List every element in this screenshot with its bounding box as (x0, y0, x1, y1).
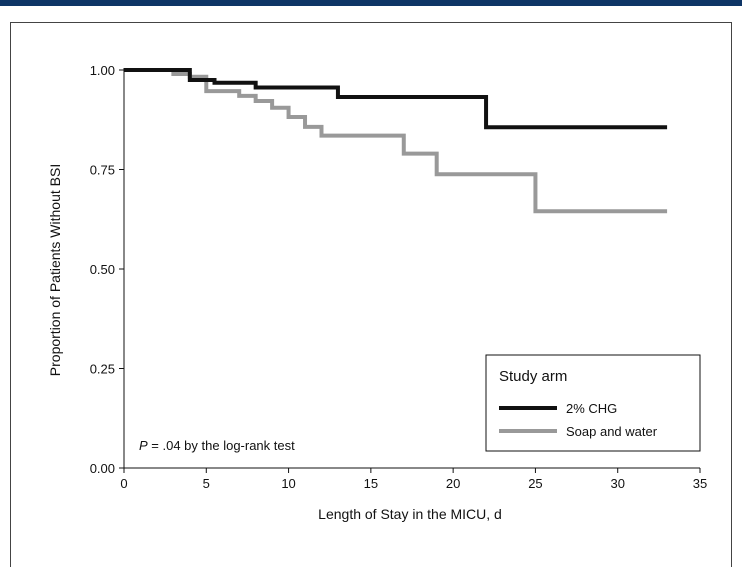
x-tick-label: 25 (528, 476, 542, 491)
y-tick-label: 0.00 (90, 461, 115, 476)
legend-title: Study arm (499, 368, 567, 385)
x-tick-label: 35 (693, 476, 707, 491)
y-tick-label: 0.75 (90, 163, 115, 178)
x-tick-label: 0 (120, 476, 127, 491)
y-tick-label: 0.25 (90, 362, 115, 377)
series-layer (124, 68, 668, 214)
y-tick-label: 1.00 (90, 63, 115, 78)
x-tick-label: 20 (446, 476, 460, 491)
y-tick-label: 0.50 (90, 262, 115, 277)
figure-frame (10, 22, 732, 567)
series-line-soap (124, 68, 668, 214)
chart-axes: 0 5 10 15 20 25 30 35 0.00 0.25 0.50 0.75 1.00 (90, 63, 708, 491)
legend: Study arm 2% CHG Soap and water (485, 354, 701, 452)
p-symbol: P (139, 438, 148, 453)
legend-label-soap: Soap and water (566, 424, 658, 439)
y-axis-title: Proportion of Patients Without BSI (47, 164, 63, 376)
x-tick-label: 10 (281, 476, 295, 491)
x-tick-label: 5 (203, 476, 210, 491)
series-line-chg (124, 68, 668, 130)
legend-label-chg: 2% CHG (566, 401, 617, 416)
x-axis-title: Length of Stay in the MICU, d (318, 506, 502, 522)
p-value-annotation: P = .04 by the log-rank test (139, 438, 295, 453)
top-banner-bar (0, 0, 742, 6)
legend-box (485, 354, 701, 452)
x-tick-label: 30 (610, 476, 624, 491)
x-tick-label: 15 (364, 476, 378, 491)
p-value-text: = .04 by the log-rank test (148, 438, 295, 453)
